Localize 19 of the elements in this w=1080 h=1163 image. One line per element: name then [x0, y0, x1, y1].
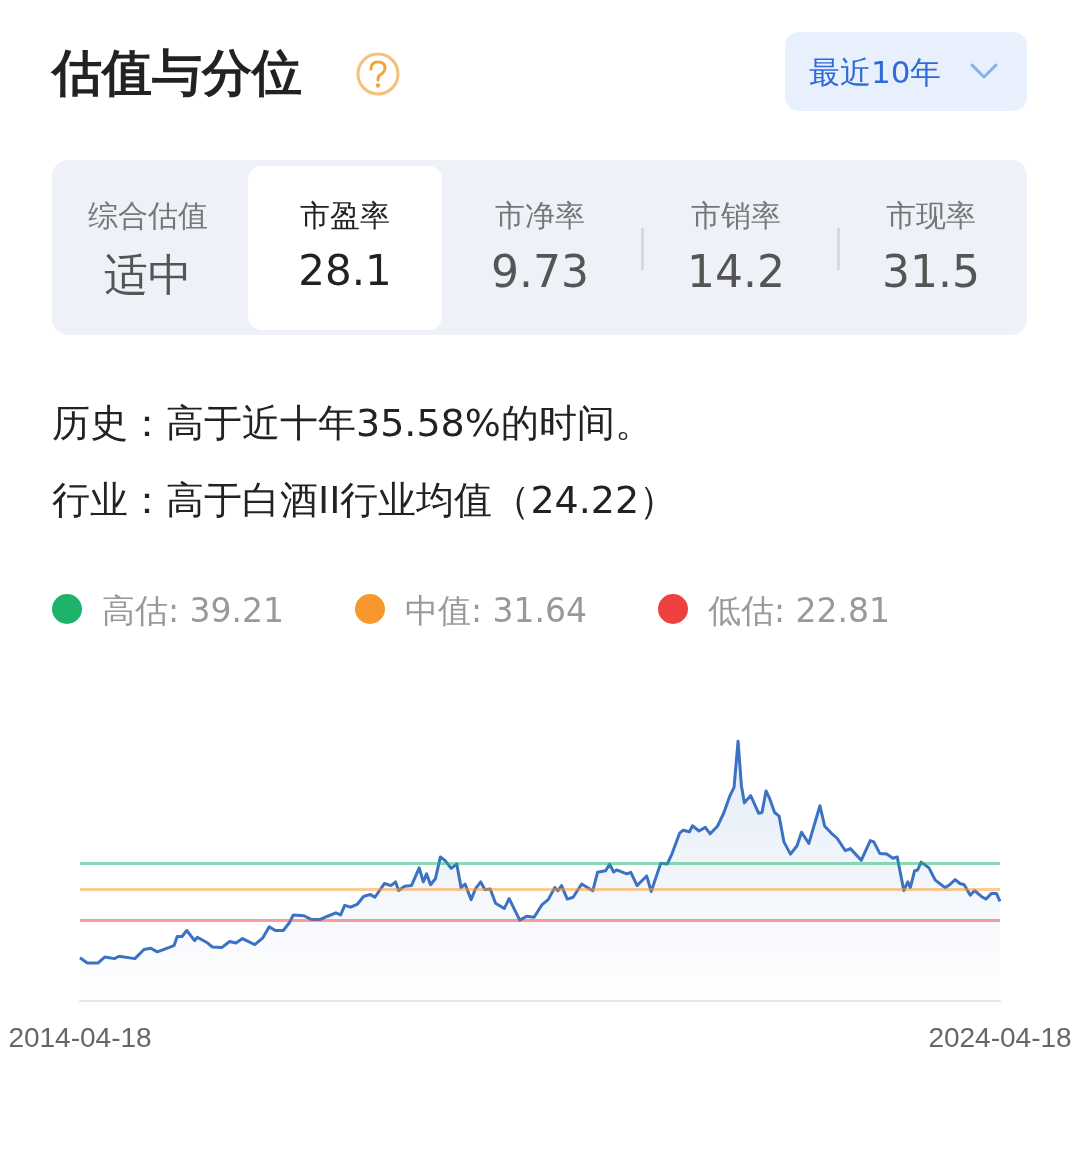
text: 行业：高于白酒II行业均值（24.22）: [52, 477, 678, 524]
text: 低估: 22.81: [708, 590, 891, 632]
text: 市销率: [690, 197, 782, 235]
text: 适中: [103, 248, 193, 302]
text: 市盈率: [299, 197, 391, 235]
text: 综合估值: [87, 197, 209, 235]
text: 31.5: [881, 246, 981, 297]
x-tick-label: 2014-04-18: [8, 1021, 152, 1053]
text: 高估: 39.21: [102, 590, 285, 632]
text: 28.1: [297, 246, 393, 295]
text: 9.73: [490, 246, 590, 297]
text: 市现率: [885, 197, 977, 235]
text: 历史：高于近十年35.58%的时间。: [52, 400, 653, 447]
chart-title: 估值与分位: [52, 43, 302, 104]
text: 市净率: [494, 197, 586, 235]
text: 最近10年: [809, 53, 942, 92]
x-tick-label: 2024-04-18: [928, 1021, 1072, 1053]
text: 中值: 31.64: [405, 590, 588, 632]
text: 14.2: [686, 246, 786, 297]
